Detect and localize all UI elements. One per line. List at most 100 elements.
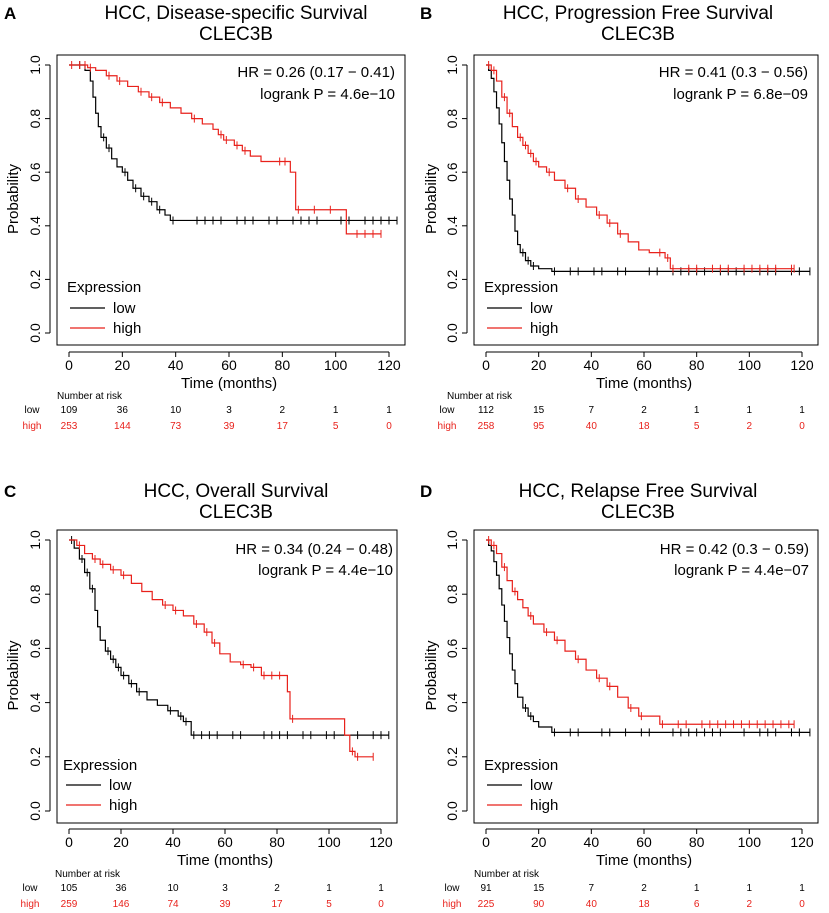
chart-subtitle: CLEC3B bbox=[199, 502, 273, 523]
panel-letter: C bbox=[4, 482, 16, 501]
risk-value-low: 1 bbox=[378, 883, 384, 894]
risk-value-high: 90 bbox=[533, 899, 545, 910]
risk-value-low: 109 bbox=[61, 405, 78, 416]
risk-value-high: 5 bbox=[694, 421, 700, 432]
x-tick-label: 60 bbox=[636, 357, 652, 373]
x-tick-label: 120 bbox=[790, 834, 814, 850]
y-tick-label: 0.0 bbox=[27, 323, 43, 343]
risk-value-low: 3 bbox=[222, 883, 228, 894]
x-tick-label: 0 bbox=[65, 834, 73, 850]
risk-value-high: 0 bbox=[378, 899, 384, 910]
risk-value-low: 1 bbox=[694, 405, 700, 416]
x-tick-label: 20 bbox=[531, 834, 547, 850]
risk-value-high: 0 bbox=[386, 421, 392, 432]
y-tick-label: 0.4 bbox=[27, 693, 43, 713]
risk-value-low: 91 bbox=[480, 883, 492, 894]
risk-row-label-low: low bbox=[444, 883, 460, 894]
risk-value-high: 40 bbox=[586, 421, 598, 432]
y-tick-label: 1.0 bbox=[27, 530, 43, 550]
legend-label-high: high bbox=[530, 320, 558, 337]
chart-title: HCC, Overall Survival bbox=[144, 481, 329, 502]
x-tick-label: 20 bbox=[531, 357, 547, 373]
risk-value-high: 40 bbox=[586, 899, 598, 910]
number-at-risk-header: Number at risk bbox=[447, 391, 513, 402]
x-tick-label: 80 bbox=[689, 834, 705, 850]
hazard-ratio-text: HR = 0.41 (0.3 − 0.56) bbox=[659, 64, 808, 81]
chart-subtitle: CLEC3B bbox=[601, 502, 675, 523]
y-tick-label: 0.6 bbox=[444, 162, 460, 182]
legend-title: Expression bbox=[63, 757, 137, 774]
x-axis-label: Time (months) bbox=[596, 375, 692, 392]
x-tick-label: 100 bbox=[738, 834, 762, 850]
legend-label-low: low bbox=[113, 300, 136, 317]
legend-label-low: low bbox=[530, 300, 553, 317]
risk-value-low: 15 bbox=[533, 883, 545, 894]
risk-value-high: 18 bbox=[638, 421, 650, 432]
x-tick-label: 60 bbox=[636, 834, 652, 850]
y-tick-label: 1.0 bbox=[444, 530, 460, 550]
y-tick-label: 0.2 bbox=[27, 747, 43, 767]
chart-subtitle: CLEC3B bbox=[601, 24, 675, 45]
x-tick-label: 100 bbox=[324, 357, 348, 373]
risk-value-low: 36 bbox=[117, 405, 129, 416]
risk-value-high: 258 bbox=[478, 421, 495, 432]
y-tick-label: 0.4 bbox=[444, 216, 460, 236]
risk-value-low: 1 bbox=[333, 405, 339, 416]
panel-b: B HCC, Progression Free SurvivalCLEC3B0 20… bbox=[420, 3, 818, 432]
risk-value-high: 2 bbox=[747, 421, 753, 432]
hazard-ratio-text: HR = 0.26 (0.17 − 0.41) bbox=[237, 64, 395, 81]
y-tick-label: 1.0 bbox=[27, 55, 43, 75]
x-tick-label: 40 bbox=[168, 357, 184, 373]
y-tick-label: 0.2 bbox=[444, 747, 460, 767]
risk-row-label-low: low bbox=[24, 405, 40, 416]
risk-value-high: 225 bbox=[478, 899, 495, 910]
y-tick-label: 0.4 bbox=[444, 693, 460, 713]
x-tick-label: 40 bbox=[584, 834, 600, 850]
x-tick-label: 60 bbox=[217, 834, 233, 850]
panel-letter: D bbox=[420, 482, 432, 501]
risk-value-high: 253 bbox=[61, 421, 78, 432]
logrank-text: logrank P = 4.6e−10 bbox=[260, 86, 395, 103]
x-axis-label: Time (months) bbox=[181, 375, 277, 392]
y-tick-label: 0.8 bbox=[444, 584, 460, 604]
x-tick-label: 80 bbox=[269, 834, 285, 850]
risk-value-low: 7 bbox=[589, 883, 595, 894]
risk-value-low: 2 bbox=[641, 405, 647, 416]
risk-value-low: 3 bbox=[226, 405, 232, 416]
panel-a: A HCC, Disease-specific SurvivalCLEC3B0 20… bbox=[4, 3, 405, 432]
risk-row-label-low: low bbox=[22, 883, 38, 894]
risk-value-low: 2 bbox=[280, 405, 286, 416]
risk-row-label-high: high bbox=[438, 421, 457, 432]
risk-value-low: 36 bbox=[115, 883, 127, 894]
x-tick-label: 80 bbox=[689, 357, 705, 373]
y-axis-label: Probability bbox=[5, 640, 22, 711]
legend-title: Expression bbox=[484, 279, 558, 296]
panel-c: C HCC, Overall SurvivalCLEC3B0 20 40 60 80 100… bbox=[4, 481, 397, 910]
km-figure: A HCC, Disease-specific SurvivalCLEC3B0 20… bbox=[0, 0, 829, 913]
risk-value-low: 112 bbox=[478, 405, 494, 416]
legend-title: Expression bbox=[67, 279, 141, 296]
x-tick-label: 120 bbox=[377, 357, 401, 373]
risk-value-low: 1 bbox=[747, 883, 753, 894]
x-axis-label: Time (months) bbox=[177, 852, 273, 869]
y-tick-label: 0.8 bbox=[444, 109, 460, 129]
risk-value-high: 39 bbox=[223, 421, 235, 432]
risk-value-high: 146 bbox=[113, 899, 130, 910]
logrank-text: logrank P = 6.8e−09 bbox=[673, 86, 808, 103]
x-tick-label: 0 bbox=[482, 834, 490, 850]
legend-label-high: high bbox=[109, 797, 137, 814]
chart-subtitle: CLEC3B bbox=[199, 24, 273, 45]
risk-value-high: 0 bbox=[799, 899, 805, 910]
x-tick-label: 40 bbox=[584, 357, 600, 373]
number-at-risk-header: Number at risk bbox=[474, 869, 540, 880]
y-axis-label: Probability bbox=[423, 163, 440, 234]
risk-row-label-low: low bbox=[439, 405, 455, 416]
risk-value-low: 1 bbox=[694, 883, 700, 894]
y-tick-label: 0.0 bbox=[444, 801, 460, 821]
risk-value-high: 144 bbox=[114, 421, 131, 432]
chart-title: HCC, Progression Free Survival bbox=[503, 3, 773, 24]
legend-title: Expression bbox=[484, 757, 558, 774]
risk-value-high: 17 bbox=[277, 421, 289, 432]
x-axis-label: Time (months) bbox=[596, 852, 692, 869]
number-at-risk-header: Number at risk bbox=[55, 869, 121, 880]
